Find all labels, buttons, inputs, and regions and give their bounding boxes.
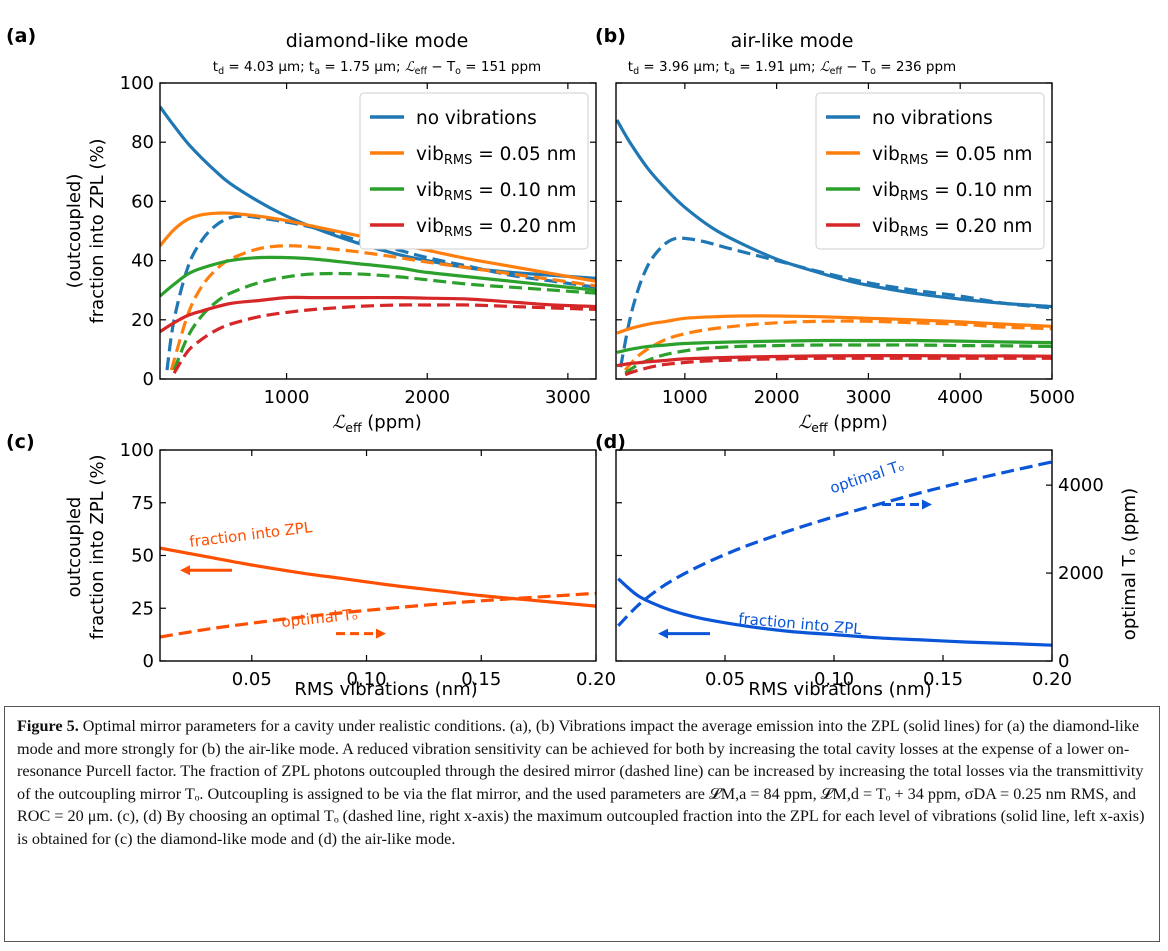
annotation-fraction-c: fraction into ZPL [188,518,313,551]
x-tick-label-a: 3000 [545,387,591,408]
panel-label-c: (c) [6,431,35,453]
series-line-b [616,314,1052,335]
x-tick-label-b: 2000 [754,387,800,408]
series-line-b [624,356,1052,377]
figure-plots: (a) (b) (c) (d) diamond-like mode air-li… [6,25,1140,700]
series-line-b [616,338,1052,354]
arrow-head-left-d [658,628,668,639]
title-a: diamond-like mode [286,30,469,52]
panel-d: 0.05 0.10 0.15 0.200 2000 4000 fraction into Z… [615,449,1104,690]
ylabel-a-line2: fraction into ZPL (%) [87,138,108,323]
legend-box-a [359,92,589,250]
y-tick-label-a: 40 [131,251,154,272]
arrow-head-left-c [180,565,190,576]
xlabel-d: RMS vibrations (nm) [748,679,931,700]
x-tick-label-b: 4000 [937,387,983,408]
xlabel-a: ℒeff (ppm) [332,412,421,435]
series-line-b [616,354,1052,368]
series-line-d [617,577,1052,647]
x-tick-label-d: 0.10 [814,669,854,690]
x-tick-label-c: 0.05 [232,669,272,690]
x-tick-label-a: 2000 [404,387,450,408]
series-line-a [172,303,596,374]
panel-label-a: (a) [6,25,36,47]
legend-label-b: vibRMS = 0.10 nm [872,180,1032,204]
arrow-head-right-d [922,499,932,510]
title-b: air-like mode [731,30,854,52]
y-tick-label-a: 100 [120,73,154,94]
series-line-a [160,295,596,333]
figure-caption: Figure 5. Optimal mirror parameters for … [4,706,1160,942]
x-tick-label-b: 1000 [662,387,708,408]
y-tick-label-a: 0 [143,369,154,390]
x-tick-label-c: 0.15 [461,669,501,690]
x-tick-label-c: 0.10 [346,669,386,690]
annotation-optimal-c: optimal Tₒ [281,605,359,631]
x-tick-label-b: 5000 [1029,387,1075,408]
y-tick-label-c: 0 [143,651,154,672]
x-tick-label-b: 3000 [846,387,892,408]
caption-label: Figure 5. [17,717,79,735]
panel-c: 0.05 0.10 0.15 0.20 0 25 50 75 100 fraction into … [120,440,616,690]
x-tick-label-d: 0.05 [705,669,745,690]
legend-label-b: vibRMS = 0.20 nm [872,216,1032,240]
series-line-c [160,591,596,639]
ylabel-c-line1: outcoupled [64,497,85,598]
y-tick-label-right-d: 0 [1058,651,1069,672]
plot-frame-a [159,82,597,380]
y-tick-label-c: 75 [131,493,154,514]
y-tick-label-c: 50 [131,546,154,567]
y-tick-label-a: 20 [131,310,154,331]
y-tick-label-right-d: 4000 [1058,475,1104,496]
legend-label-b: no vibrations [872,108,993,129]
panel-label-b: (b) [595,25,626,47]
panel-b: 1000 2000 3000 4000 5000 no vibrations vibRMS … [615,82,1075,408]
y-tick-label-c: 100 [120,440,154,461]
x-tick-label-d: 0.15 [923,669,963,690]
plot-frame-c [159,449,597,662]
series-line-a [160,211,596,283]
legend-label-a: vibRMS = 0.10 nm [416,180,576,204]
x-tick-label-a: 1000 [264,387,310,408]
subtitle-a: td = 4.03 μm; ta = 1.75 μm; ℒeff − To = … [213,59,541,77]
xlabel-b: ℒeff (ppm) [798,412,887,435]
annotation-optimal-d: optimal Tₒ [828,456,907,497]
ylabel-d-right: optimal Tₒ (ppm) [1119,488,1140,640]
subtitle-b: td = 3.96 μm; ta = 1.91 μm; ℒeff − To = … [628,59,956,77]
legend-label-b: vibRMS = 0.05 nm [872,144,1032,168]
xlabel-c: RMS vibrations (nm) [294,679,477,700]
ylabel-a-line1: (outcoupled) [64,174,85,289]
y-tick-label-a: 80 [131,132,154,153]
series-line-b [624,343,1052,375]
legend-label-a: vibRMS = 0.05 nm [416,144,576,168]
series-line-a [169,244,596,371]
y-tick-label-c: 25 [131,598,154,619]
annotation-fraction-d: fraction into ZPL [738,610,863,639]
legend-label-a: no vibrations [416,108,537,129]
legend-box-b [815,92,1045,250]
ylabel-c-line2: fraction into ZPL (%) [87,454,108,639]
legend-label-a: vibRMS = 0.20 nm [416,216,576,240]
series-line-a [160,255,596,298]
caption-text: Optimal mirror parameters for a cavity u… [17,717,1145,848]
plot-frame-b [615,82,1053,380]
panel-a: 1000 2000 3000 0 20 40 60 80 100 no vibrations vib… [120,73,597,408]
x-tick-label-d: 0.20 [1032,669,1072,690]
series-line-d [617,460,1052,627]
x-tick-label-c: 0.20 [576,669,616,690]
panel-label-d: (d) [595,431,626,453]
series-line-b [624,319,1052,372]
series-line-b [619,236,1052,368]
arrow-head-right-c [376,628,386,639]
y-tick-label-right-d: 2000 [1058,563,1104,584]
y-tick-label-a: 60 [131,191,154,212]
